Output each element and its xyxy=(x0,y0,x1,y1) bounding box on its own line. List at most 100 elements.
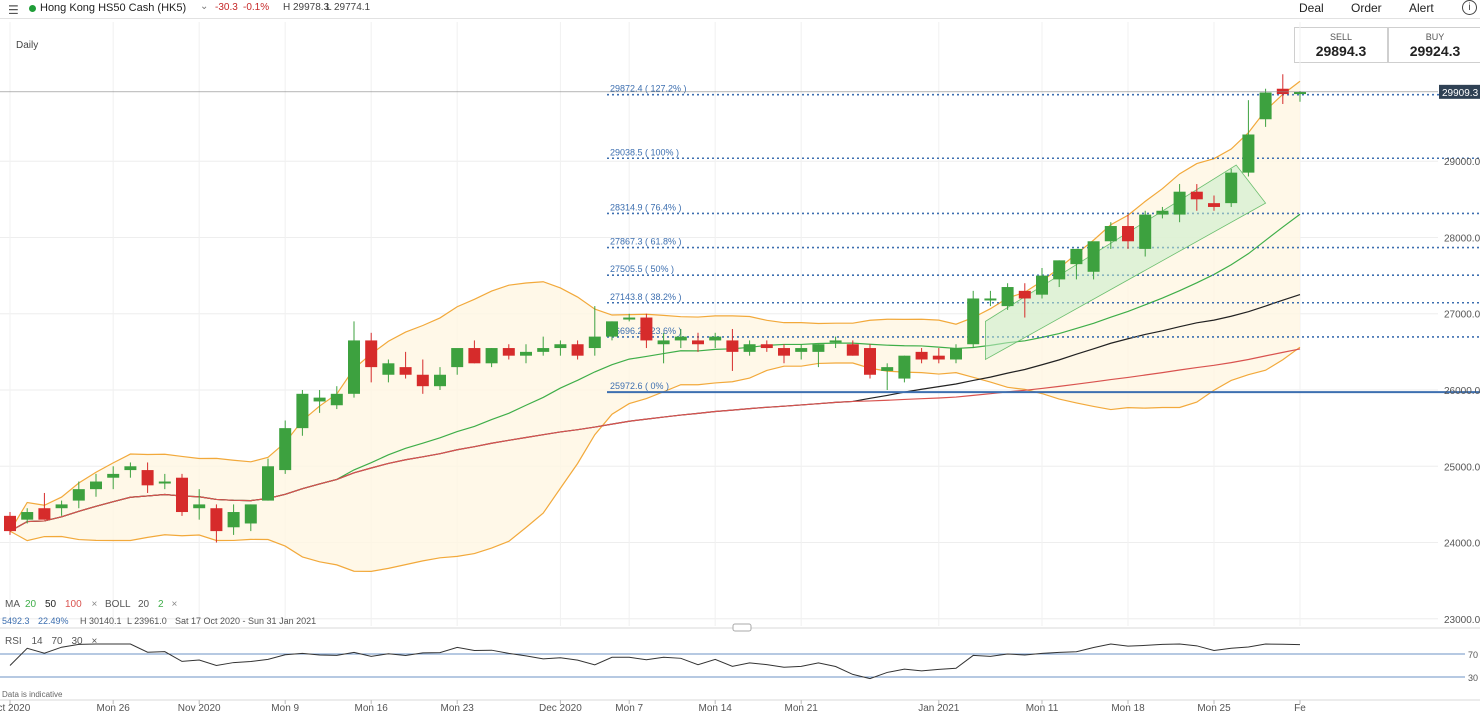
candle-body[interactable] xyxy=(262,466,274,501)
candle-body[interactable] xyxy=(726,340,739,352)
candle-body[interactable] xyxy=(210,508,223,532)
candle-body[interactable] xyxy=(778,348,790,356)
candle-body[interactable] xyxy=(21,512,34,520)
candle-body[interactable] xyxy=(1259,92,1272,120)
range-stat: H 30140.1 xyxy=(80,616,122,626)
candle-body[interactable] xyxy=(692,340,704,345)
candle-body[interactable] xyxy=(107,473,120,478)
candle-body[interactable] xyxy=(829,340,842,343)
candle-body[interactable] xyxy=(1018,290,1031,299)
candle-body[interactable] xyxy=(1053,260,1066,280)
candle-body[interactable] xyxy=(279,428,292,471)
candle-body[interactable] xyxy=(674,336,687,341)
candle-body[interactable] xyxy=(1087,241,1100,272)
candle-body[interactable] xyxy=(72,489,85,501)
candle-body[interactable] xyxy=(330,393,343,406)
candle-body[interactable] xyxy=(434,374,446,387)
candle-body[interactable] xyxy=(623,317,636,320)
candle-body[interactable] xyxy=(537,348,550,352)
current-price-label: 29909.3 xyxy=(1442,88,1479,99)
candle-body[interactable] xyxy=(399,367,412,375)
candle-body[interactable] xyxy=(915,351,928,360)
x-axis-tick-label: Nov 2020 xyxy=(178,703,221,712)
candle-body[interactable] xyxy=(1104,226,1117,242)
candle-body[interactable] xyxy=(520,351,532,356)
candle-body[interactable] xyxy=(588,336,601,349)
candle-body[interactable] xyxy=(812,344,825,352)
candle-body[interactable] xyxy=(55,504,68,509)
candle-body[interactable] xyxy=(90,481,102,490)
sell-price: 29894.3 xyxy=(1315,43,1367,59)
candle-body[interactable] xyxy=(864,348,876,375)
candle-body[interactable] xyxy=(571,344,584,356)
candle-body[interactable] xyxy=(468,348,481,364)
candle-body[interactable] xyxy=(1036,275,1048,295)
candle-body[interactable] xyxy=(606,321,618,337)
candle-body[interactable] xyxy=(657,340,670,345)
candle-body[interactable] xyxy=(365,340,378,368)
candle-body[interactable] xyxy=(296,393,309,429)
indicator-legend-item: 100 xyxy=(65,599,82,610)
fib-level-label: 29872.4 ( 127.2% ) xyxy=(610,84,687,94)
order-button[interactable]: Order xyxy=(1351,1,1382,15)
candle-body[interactable] xyxy=(640,317,653,341)
sell-button[interactable]: SELL 29894.3 xyxy=(1294,27,1388,63)
candle-body[interactable] xyxy=(1276,88,1289,95)
candle-body[interactable] xyxy=(124,466,137,471)
candle-body[interactable] xyxy=(846,344,859,356)
bollinger-lower-line xyxy=(9,346,1301,572)
candle-body[interactable] xyxy=(760,344,773,349)
candle-body[interactable] xyxy=(1190,191,1203,200)
candle-body[interactable] xyxy=(1225,172,1238,204)
candle-body[interactable] xyxy=(898,355,911,379)
candle-body[interactable] xyxy=(1122,226,1134,242)
candle-body[interactable] xyxy=(1173,191,1186,215)
candle-body[interactable] xyxy=(485,348,498,364)
info-icon[interactable]: i xyxy=(1462,0,1477,15)
candle-body[interactable] xyxy=(502,348,515,356)
candle-body[interactable] xyxy=(554,344,567,349)
candle-body[interactable] xyxy=(158,481,171,484)
candle-body[interactable] xyxy=(176,477,188,513)
x-axis-tick-label: Mon 14 xyxy=(699,703,733,712)
candle-body[interactable] xyxy=(1001,287,1014,307)
candle-body[interactable] xyxy=(984,298,997,301)
candle-body[interactable] xyxy=(1070,248,1083,265)
hamburger-icon[interactable]: ☰ xyxy=(8,3,19,17)
candle-body[interactable] xyxy=(1242,134,1255,173)
deal-button[interactable]: Deal xyxy=(1299,1,1324,15)
pane-resize-handle[interactable] xyxy=(732,623,752,632)
candle-body[interactable] xyxy=(743,344,756,352)
fib-level-label: 27143.8 ( 38.2% ) xyxy=(610,292,682,302)
candle-body[interactable] xyxy=(709,336,722,341)
candle-body[interactable] xyxy=(416,374,429,387)
alert-button[interactable]: Alert xyxy=(1409,1,1434,15)
instrument-name[interactable]: Hong Kong HS50 Cash (HK5) xyxy=(40,2,187,14)
y-axis-tick-label: 29000.0 xyxy=(1444,157,1480,168)
candle-body[interactable] xyxy=(967,298,980,345)
candle-body[interactable] xyxy=(1156,210,1169,215)
candle-body[interactable] xyxy=(313,397,326,402)
candle-body[interactable] xyxy=(141,470,154,486)
candle-body[interactable] xyxy=(4,515,16,532)
buy-button[interactable]: BUY 29924.3 xyxy=(1388,27,1480,63)
timeframe-label[interactable]: Daily xyxy=(16,40,39,51)
candle-body[interactable] xyxy=(244,504,257,524)
candle-body[interactable] xyxy=(795,348,808,352)
candle-body[interactable] xyxy=(1294,91,1306,95)
candle-body[interactable] xyxy=(382,363,395,375)
candle-body[interactable] xyxy=(38,508,51,520)
chevron-down-icon[interactable]: ⌄ xyxy=(200,1,209,12)
candle-body[interactable] xyxy=(881,367,894,371)
candle-body[interactable] xyxy=(227,512,240,528)
price-change: -30.3 xyxy=(215,2,238,13)
candle-body[interactable] xyxy=(1139,214,1152,249)
candle-body[interactable] xyxy=(193,504,206,509)
candle-body[interactable] xyxy=(348,340,360,394)
candle-body[interactable] xyxy=(451,348,464,368)
candle-body[interactable] xyxy=(932,355,945,360)
disclaimer: Data is indicative xyxy=(2,690,63,699)
candle-body[interactable] xyxy=(1208,203,1220,207)
candle-body[interactable] xyxy=(950,348,962,360)
